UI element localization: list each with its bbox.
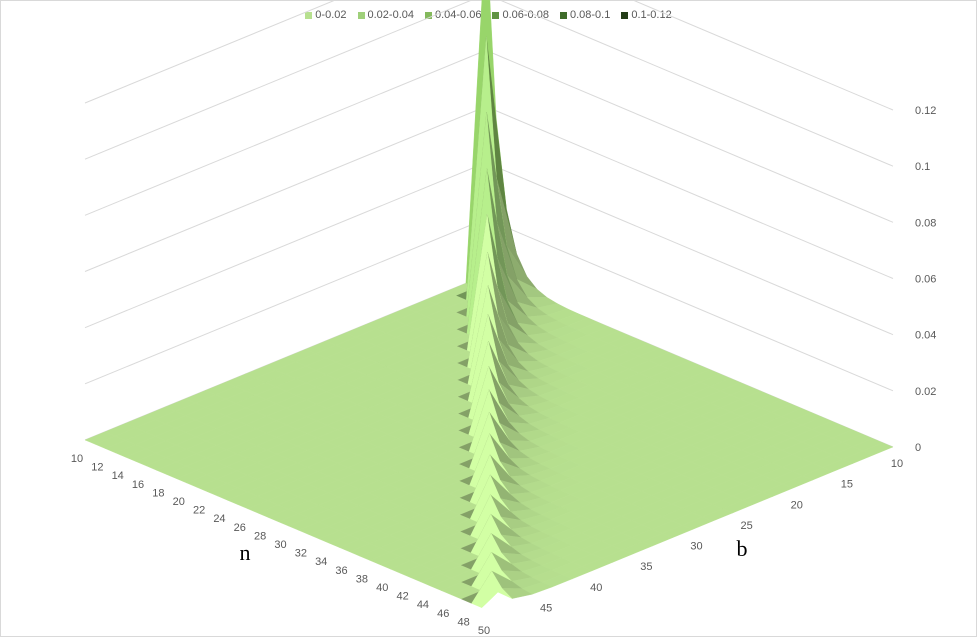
- legend-item: 0-0.02: [305, 9, 347, 21]
- x-tick-label: 26: [234, 522, 246, 534]
- y-tick-label: 20: [791, 499, 803, 511]
- y-tick-label: 40: [590, 582, 602, 594]
- legend-item: 0.04-0.06: [424, 9, 482, 21]
- x-tick-label: 12: [91, 462, 103, 474]
- y-tick-label: 25: [741, 520, 753, 532]
- surface: [84, 0, 894, 608]
- x-tick-label: 44: [417, 599, 429, 611]
- legend-swatch: [492, 11, 500, 19]
- y-axis-title: b: [737, 536, 748, 561]
- z-tick-label: 0.1: [915, 161, 930, 173]
- legend-item: 0.06-0.08: [492, 9, 549, 21]
- x-tick-label: 32: [295, 548, 307, 560]
- legend-swatch: [621, 11, 629, 19]
- y-tick-label: 15: [841, 479, 853, 491]
- x-tick-label: 36: [335, 565, 347, 577]
- x-tick-label: 30: [274, 539, 286, 551]
- x-tick-label: 20: [173, 496, 185, 508]
- y-tick-label: 30: [690, 541, 702, 553]
- y-tick-label: 35: [640, 561, 652, 573]
- x-tick-label: 46: [437, 608, 449, 620]
- z-tick-label: 0.12: [915, 105, 936, 117]
- z-tick-label: 0.08: [915, 217, 936, 229]
- x-tick-label: 38: [356, 573, 368, 585]
- legend-label: 0.02-0.04: [367, 9, 414, 21]
- legend-swatch: [357, 11, 365, 19]
- z-tick-label: 0: [915, 442, 921, 454]
- legend-item: 0.08-0.1: [559, 9, 611, 21]
- surface-patch: [481, 587, 513, 608]
- x-axis-title: n: [240, 540, 251, 565]
- z-tick-label: 0.06: [915, 274, 936, 286]
- x-tick-label: 24: [213, 513, 225, 525]
- x-tick-label: 22: [193, 505, 205, 517]
- gridline: [84, 0, 894, 167]
- legend-label: 0-0.02: [315, 9, 347, 21]
- z-tick-label: 0.04: [915, 330, 936, 342]
- x-tick-label: 18: [152, 487, 164, 499]
- gridline: [84, 0, 894, 111]
- x-tick-label: 42: [396, 591, 408, 603]
- x-tick-label: 34: [315, 556, 327, 568]
- z-tick-label: 0.02: [915, 386, 936, 398]
- x-tick-label: 10: [71, 453, 83, 465]
- x-tick-label: 48: [458, 616, 470, 628]
- legend: 0-0.02 0.02-0.04 0.04-0.06 0.06-0.08 0.08-0.…: [0, 9, 977, 21]
- x-tick-label: 14: [112, 470, 124, 482]
- legend-item: 0.02-0.04: [357, 9, 414, 21]
- y-tick-label: 45: [540, 602, 552, 614]
- x-tick-label: 50: [478, 625, 490, 637]
- legend-swatch: [424, 11, 432, 19]
- legend-label: 0.06-0.08: [502, 9, 549, 21]
- y-tick-label: 10: [891, 458, 903, 470]
- x-tick-label: 28: [254, 530, 266, 542]
- legend-swatch: [305, 11, 313, 19]
- x-tick-label: 16: [132, 479, 144, 491]
- legend-swatch: [559, 11, 567, 19]
- legend-label: 0.08-0.1: [569, 9, 611, 21]
- x-tick-label: 40: [376, 582, 388, 594]
- legend-label: 0.04-0.06: [434, 9, 482, 21]
